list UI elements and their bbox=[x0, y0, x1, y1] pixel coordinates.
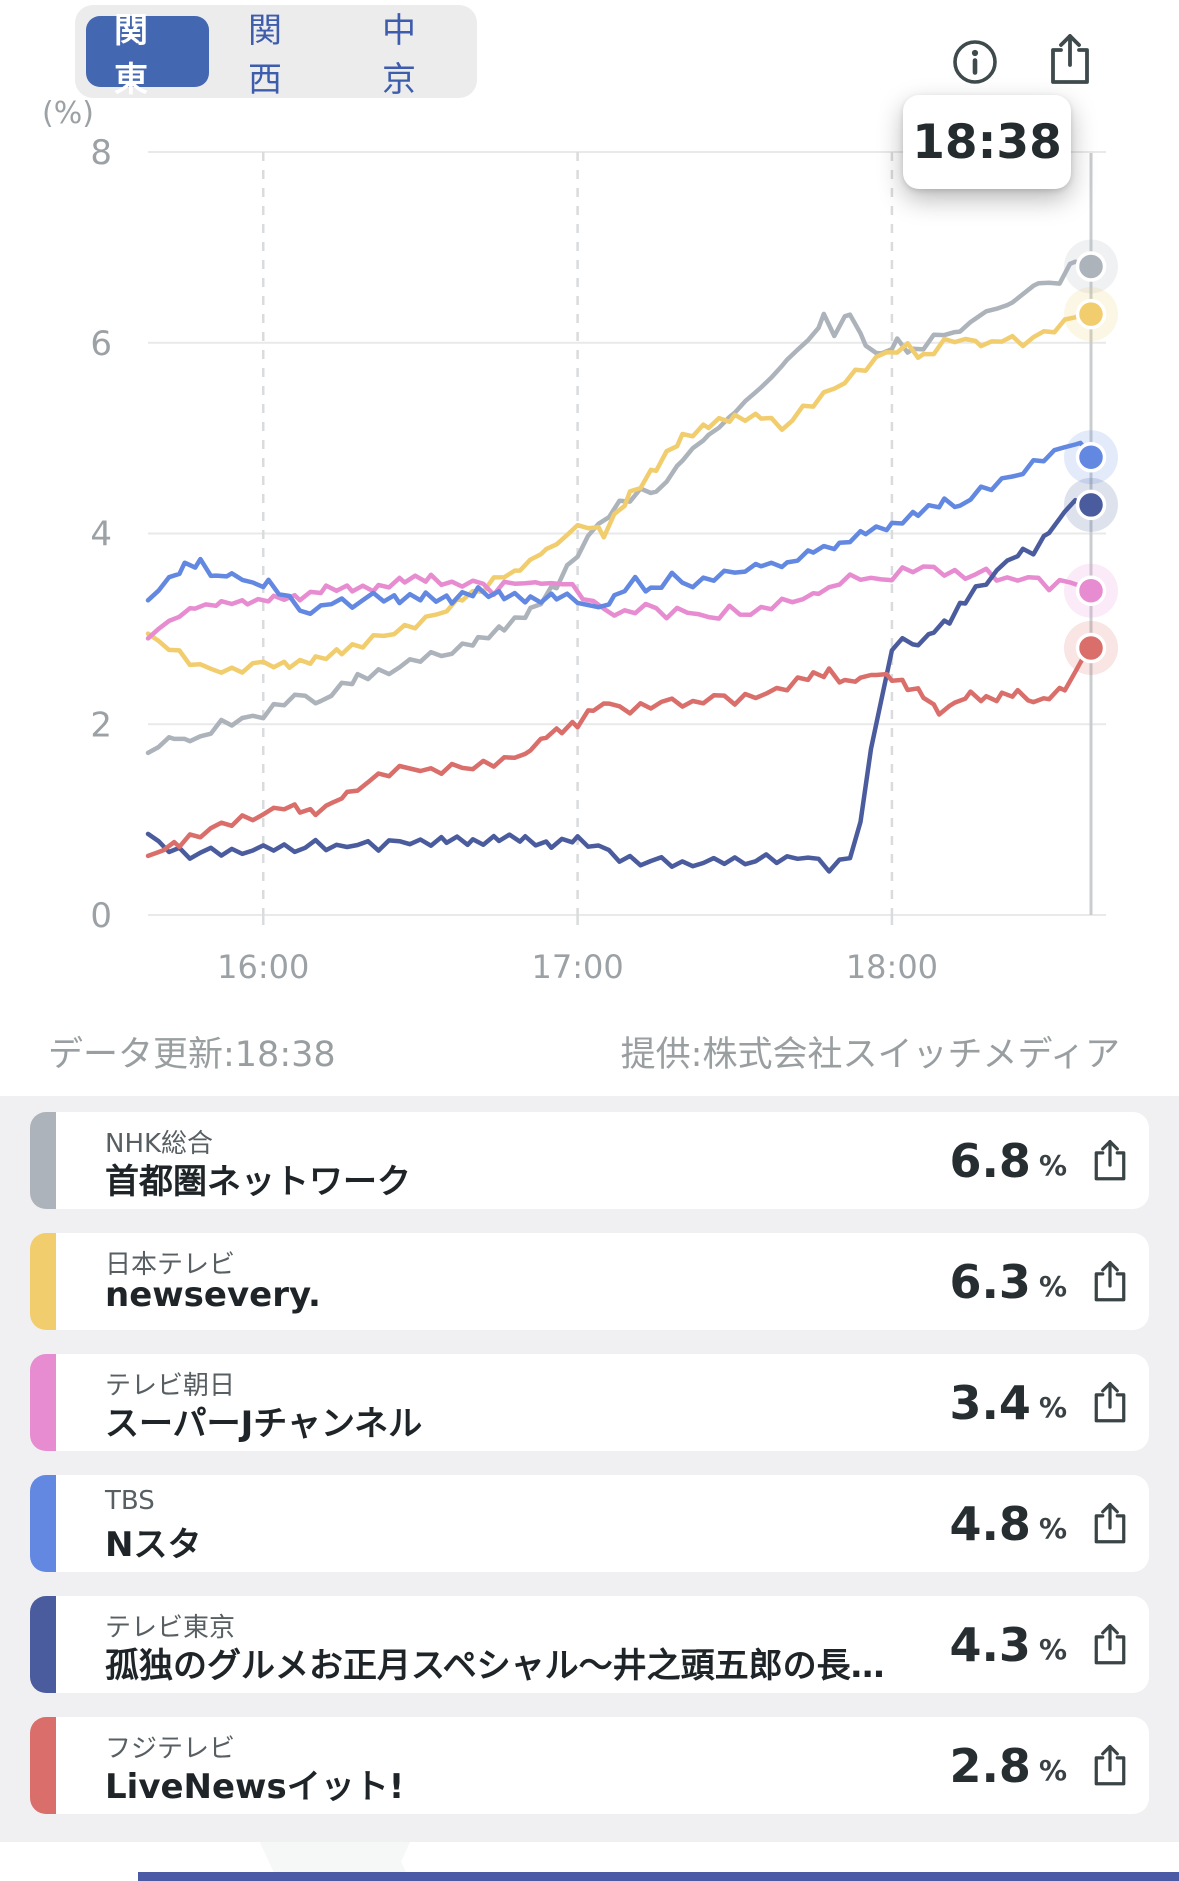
endpoint-dot-2 bbox=[1075, 575, 1107, 606]
channel-rating-card-2[interactable]: テレビ朝日 スーパーJチャンネル 3.4 % bbox=[30, 1354, 1149, 1451]
rating-value: 2.8 bbox=[949, 1738, 1031, 1793]
rating-value: 6.3 bbox=[949, 1254, 1031, 1309]
program-title: 首都圏ネットワーク bbox=[105, 1162, 411, 1202]
channel-rating-card-1[interactable]: 日本テレビ newsevery. 6.3 % bbox=[30, 1233, 1149, 1330]
x-tick-label-18:00: 18:00 bbox=[846, 948, 938, 986]
rating-unit: % bbox=[1038, 1633, 1067, 1666]
channel-color-bar bbox=[30, 1475, 56, 1572]
data-updated-label: データ更新:18:38 bbox=[48, 1035, 336, 1075]
series-line-1 bbox=[145, 311, 1094, 675]
series-line-2 bbox=[145, 564, 1094, 641]
rating-value: 6.8 bbox=[949, 1133, 1031, 1188]
x-tick-label-17:00: 17:00 bbox=[531, 948, 623, 986]
channel-rating-card-4[interactable]: テレビ東京 孤独のグルメお正月スペシャル〜井之頭五郎の長… 4.3 % bbox=[30, 1596, 1149, 1693]
program-title: LiveNewsイット! bbox=[105, 1767, 405, 1807]
rating-value: 4.3 bbox=[949, 1617, 1031, 1672]
series-line-0 bbox=[145, 259, 1094, 756]
info-icon[interactable] bbox=[951, 38, 999, 86]
program-title: newsevery. bbox=[105, 1275, 321, 1315]
program-title: Nスタ bbox=[105, 1525, 202, 1565]
x-tick-label-16:00: 16:00 bbox=[217, 948, 309, 986]
rating-value: 3.4 bbox=[949, 1375, 1031, 1430]
channel-name: NHK総合 bbox=[105, 1129, 214, 1159]
rating-unit: % bbox=[1038, 1270, 1067, 1303]
y-tick-label-0: 0 bbox=[90, 896, 112, 936]
rating-unit: % bbox=[1038, 1149, 1067, 1182]
ratings-line-chart[interactable]: 0 2 4 6 8 16:00 17:00 18:00 bbox=[0, 0, 1179, 1010]
channel-rating-card-5[interactable]: フジテレビ LiveNewsイット! 2.8 % bbox=[30, 1717, 1149, 1814]
y-tick-label-4: 4 bbox=[90, 515, 112, 555]
channel-color-bar bbox=[30, 1354, 56, 1451]
endpoint-dot-5 bbox=[1075, 632, 1107, 664]
rating-unit: % bbox=[1038, 1512, 1067, 1545]
channel-name: 日本テレビ bbox=[105, 1250, 236, 1280]
endpoint-dot-3 bbox=[1075, 441, 1107, 473]
y-tick-label-6: 6 bbox=[90, 324, 112, 364]
series-line-4 bbox=[145, 497, 1094, 874]
tab-region-2[interactable]: 中京 bbox=[382, 10, 417, 100]
y-axis-unit-label: (%) bbox=[42, 96, 94, 131]
data-provider-label: 提供:株式会社スイッチメディア bbox=[620, 1035, 1120, 1075]
channel-rating-card-0[interactable]: NHK総合 首都圏ネットワーク 6.8 % bbox=[30, 1112, 1149, 1209]
endpoint-dot-1 bbox=[1075, 298, 1107, 330]
y-tick-label-2: 2 bbox=[90, 705, 112, 745]
channel-name: テレビ朝日 bbox=[105, 1371, 236, 1401]
program-title: 孤独のグルメお正月スペシャル〜井之頭五郎の長… bbox=[105, 1646, 885, 1686]
tab-region-0[interactable]: 関東 bbox=[86, 11, 209, 100]
region-tab-group: 関東 関西 中京 bbox=[75, 5, 477, 100]
channel-name: フジテレビ bbox=[105, 1734, 236, 1764]
current-time-tooltip: 18:38 bbox=[903, 95, 1071, 189]
bottom-nav-edge bbox=[138, 1872, 1179, 1881]
share-icon[interactable] bbox=[1089, 1501, 1131, 1547]
channel-name: テレビ東京 bbox=[105, 1613, 236, 1643]
channel-color-bar bbox=[30, 1596, 56, 1693]
channel-color-bar bbox=[30, 1717, 56, 1814]
share-icon[interactable] bbox=[1044, 32, 1096, 88]
share-icon[interactable] bbox=[1089, 1743, 1131, 1789]
y-tick-label-8: 8 bbox=[90, 133, 112, 173]
channel-name: TBS bbox=[105, 1486, 155, 1516]
rating-value: 4.8 bbox=[949, 1496, 1031, 1551]
share-icon[interactable] bbox=[1089, 1622, 1131, 1668]
program-title: スーパーJチャンネル bbox=[105, 1404, 423, 1444]
endpoint-dot-4 bbox=[1075, 489, 1107, 521]
share-icon[interactable] bbox=[1089, 1138, 1131, 1184]
series-line-5 bbox=[145, 645, 1094, 859]
channel-rating-card-3[interactable]: TBS Nスタ 4.8 % bbox=[30, 1475, 1149, 1572]
rating-unit: % bbox=[1038, 1754, 1067, 1787]
rating-unit: % bbox=[1038, 1391, 1067, 1424]
share-icon[interactable] bbox=[1089, 1259, 1131, 1305]
channel-color-bar bbox=[30, 1112, 56, 1209]
endpoint-dot-0 bbox=[1075, 251, 1107, 282]
channel-color-bar bbox=[30, 1233, 56, 1330]
series-line-3 bbox=[145, 440, 1094, 617]
share-icon[interactable] bbox=[1089, 1380, 1131, 1426]
